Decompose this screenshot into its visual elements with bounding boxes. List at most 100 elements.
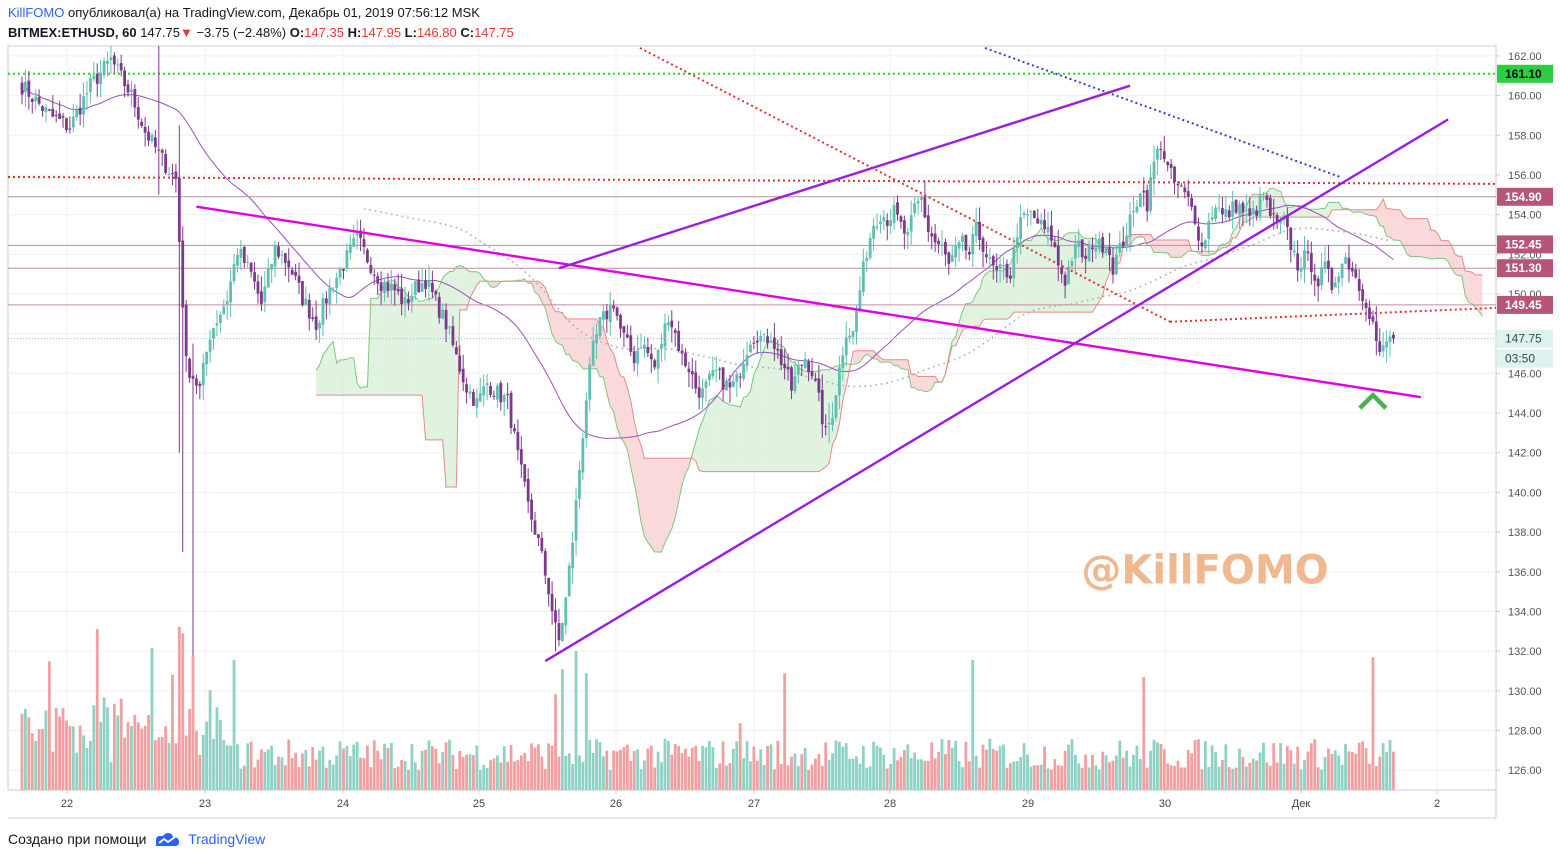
volume-bar — [1234, 767, 1238, 790]
candle — [266, 258, 270, 289]
candle — [872, 217, 875, 251]
candle-body — [301, 281, 304, 305]
candle — [954, 236, 958, 267]
volume-bar — [246, 743, 250, 790]
candle-body — [540, 537, 544, 552]
volume-bar — [954, 740, 958, 790]
symbol-label[interactable]: BITMEX:ETHUSD, 60 — [8, 25, 137, 40]
candle-body — [1244, 209, 1248, 211]
cloud-segment — [326, 345, 330, 396]
candle — [540, 531, 544, 554]
candle-body — [143, 126, 147, 133]
candle-body — [1251, 208, 1255, 214]
cloud-segment — [914, 373, 919, 391]
volume-bar — [766, 745, 769, 790]
volume-bar — [393, 768, 397, 790]
candle — [796, 359, 800, 384]
volume-bar — [800, 754, 804, 790]
candle — [1008, 267, 1012, 284]
cloud-segment — [1181, 239, 1185, 258]
price-tick-label: 128.00 — [1508, 725, 1542, 737]
volume-bar — [564, 755, 568, 790]
cloud-segment — [1431, 230, 1435, 259]
volume-bar — [584, 673, 588, 790]
volume-bar — [1176, 760, 1180, 790]
candle — [304, 286, 308, 306]
cloud-segment — [1154, 239, 1158, 253]
volume-bar — [619, 749, 622, 790]
candle-body — [684, 352, 687, 367]
volume-bar — [889, 763, 893, 790]
candle — [106, 51, 109, 77]
candle — [205, 351, 209, 376]
candle-body — [988, 257, 992, 259]
candle-body — [1183, 187, 1187, 193]
volume-bar — [468, 754, 472, 790]
volume-bar — [937, 751, 940, 790]
candle — [653, 358, 657, 371]
cloud-segment — [1424, 218, 1428, 258]
volume-bar — [454, 769, 458, 790]
cloud-segment — [340, 359, 344, 396]
volume-bar — [225, 745, 229, 790]
candle-body — [1374, 321, 1378, 342]
candle — [574, 487, 578, 556]
volume-bar — [1296, 746, 1300, 790]
cloud-segment — [719, 397, 724, 472]
candle-body — [495, 385, 499, 400]
candle — [454, 340, 458, 355]
cloud-segment — [579, 318, 583, 369]
candle — [964, 234, 968, 260]
tradingview-brand-link[interactable]: TradingView — [188, 831, 266, 847]
volume-bar — [1374, 766, 1378, 790]
volume-bar — [68, 726, 72, 790]
candle-body — [608, 305, 612, 322]
price-tag-bg — [1497, 295, 1553, 314]
volume-bar — [858, 763, 862, 790]
candle — [1323, 246, 1327, 274]
volume-bar — [803, 747, 807, 790]
candle-body — [571, 542, 575, 569]
candle-body — [1115, 254, 1118, 274]
volume-bar — [557, 756, 561, 790]
cloud-segment — [415, 296, 419, 396]
candle-body — [721, 367, 725, 390]
candle — [560, 622, 564, 643]
candle — [208, 329, 212, 363]
cloud-segment — [377, 292, 382, 396]
volume-bar — [875, 745, 879, 790]
candle-body — [246, 261, 250, 263]
candle-body — [944, 242, 947, 255]
close-value: 147.75 — [474, 25, 514, 40]
cloud-segment — [610, 348, 614, 412]
volume-bar — [177, 626, 181, 790]
volume-bar — [985, 749, 988, 790]
candle — [1357, 269, 1361, 301]
cloud-segment — [1048, 238, 1052, 313]
volume-bar — [431, 746, 434, 790]
volume-bar — [1221, 759, 1224, 790]
volume-bar — [1350, 752, 1354, 790]
candle-body — [1289, 227, 1293, 250]
candle-body — [513, 428, 516, 432]
volume-bar — [229, 745, 233, 790]
candle-body — [249, 262, 253, 272]
candle-body — [1008, 275, 1012, 279]
candle — [937, 237, 940, 254]
volume-bar — [773, 769, 776, 790]
price-tag-text: 154.90 — [1505, 190, 1542, 204]
price-tag-bg — [1497, 329, 1553, 348]
cloud-segment — [381, 282, 385, 396]
candle-body — [885, 220, 889, 226]
author-link[interactable]: KillFOMO — [8, 5, 65, 20]
candle — [940, 230, 944, 256]
candle-body — [950, 255, 954, 262]
candle — [591, 327, 595, 366]
candle — [619, 313, 622, 338]
candle — [581, 432, 585, 481]
candle — [160, 148, 164, 167]
candle — [687, 361, 691, 387]
candle-body — [147, 131, 150, 141]
volume-bar — [232, 659, 236, 790]
